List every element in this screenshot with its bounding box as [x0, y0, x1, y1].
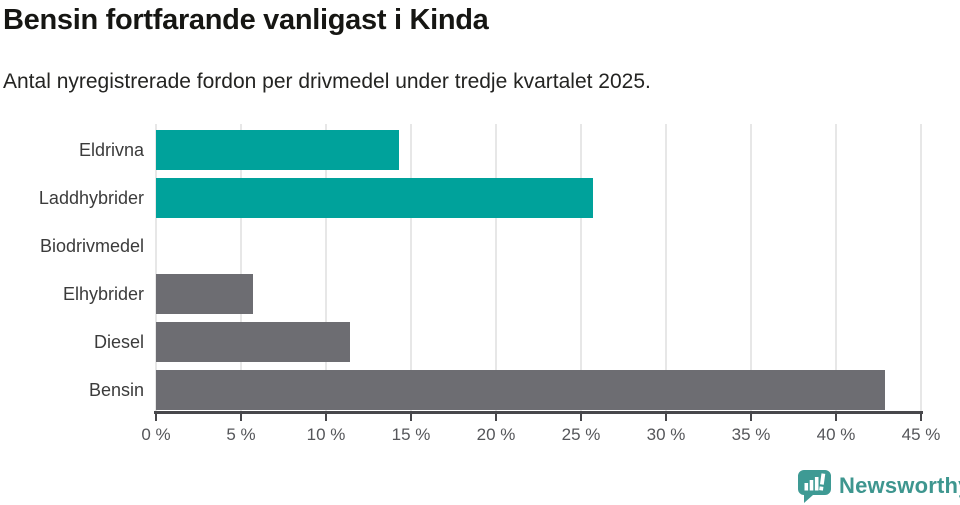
category-labels-column: Eldrivna Laddhybrider Biodrivmedel Elhybrid… [0, 124, 144, 412]
x-tick-mark-20 [495, 413, 497, 421]
x-gridline-10 [325, 124, 327, 412]
x-gridline-30 [665, 124, 667, 412]
x-gridline-45 [920, 124, 922, 412]
x-tick-label-35: 35 % [731, 425, 771, 444]
x-tick-mark-0 [155, 413, 157, 421]
x-gridline-15 [410, 124, 412, 412]
category-label-laddhybrider: Laddhybrider [38, 188, 144, 208]
x-tick-label-5: 5 % [226, 425, 256, 444]
x-tick-mark-10 [325, 413, 327, 421]
category-label-eldrivna: Eldrivna [78, 140, 144, 160]
x-tick-mark-40 [835, 413, 837, 421]
x-tick-label-40: 40 % [816, 425, 856, 444]
x-tick-mark-25 [580, 413, 582, 421]
x-tick-label-15: 15 % [391, 425, 431, 444]
x-tick-mark-15 [410, 413, 412, 421]
bar-diesel [156, 322, 350, 362]
category-label-elhybrider: Elhybrider [62, 284, 144, 304]
x-tick-label-30: 30 % [646, 425, 686, 444]
bar-eldrivna [156, 130, 400, 170]
x-gridline-0 [155, 124, 157, 412]
bar-bensin [156, 370, 886, 410]
x-axis-line [154, 411, 923, 414]
newsworthy-bubble-barchart-icon [798, 470, 831, 503]
chart-title: Bensin fortfarande vanligast i Kinda [3, 4, 489, 36]
x-tick-mark-5 [240, 413, 242, 421]
x-tick-label-25: 25 % [561, 425, 601, 444]
x-gridline-20 [495, 124, 497, 412]
plot-area: 0 % 5 % 10 % 15 % 20 % 25 % 30 % 35 % 40 % 45 % [141, 124, 940, 444]
newsworthy-brand-text: Newsworthy [839, 473, 960, 498]
category-label-biodrivmedel: Biodrivmedel [39, 236, 144, 256]
x-tick-mark-35 [750, 413, 752, 421]
x-axis-ticks: 0 % 5 % 10 % 15 % 20 % 25 % 30 % 35 % 40 % 45 % [141, 412, 940, 452]
bar-laddhybrider [156, 178, 593, 218]
x-gridline-25 [580, 124, 582, 412]
bar-elhybrider [156, 274, 253, 314]
newsworthy-logo[interactable]: Newsworthy [797, 469, 960, 503]
x-tick-mark-45 [920, 413, 922, 421]
x-gridline-35 [750, 124, 752, 412]
x-gridline-40 [835, 124, 837, 412]
x-tick-label-45: 45 % [901, 425, 941, 444]
category-label-bensin: Bensin [88, 380, 144, 400]
category-label-diesel: Diesel [93, 332, 144, 352]
x-tick-mark-30 [665, 413, 667, 421]
x-gridline-5 [240, 124, 242, 412]
x-tick-label-0: 0 % [141, 425, 171, 444]
x-tick-label-10: 10 % [306, 425, 346, 444]
x-tick-label-20: 20 % [476, 425, 516, 444]
chart-subtitle: Antal nyregistrerade fordon per drivmede… [3, 70, 651, 93]
